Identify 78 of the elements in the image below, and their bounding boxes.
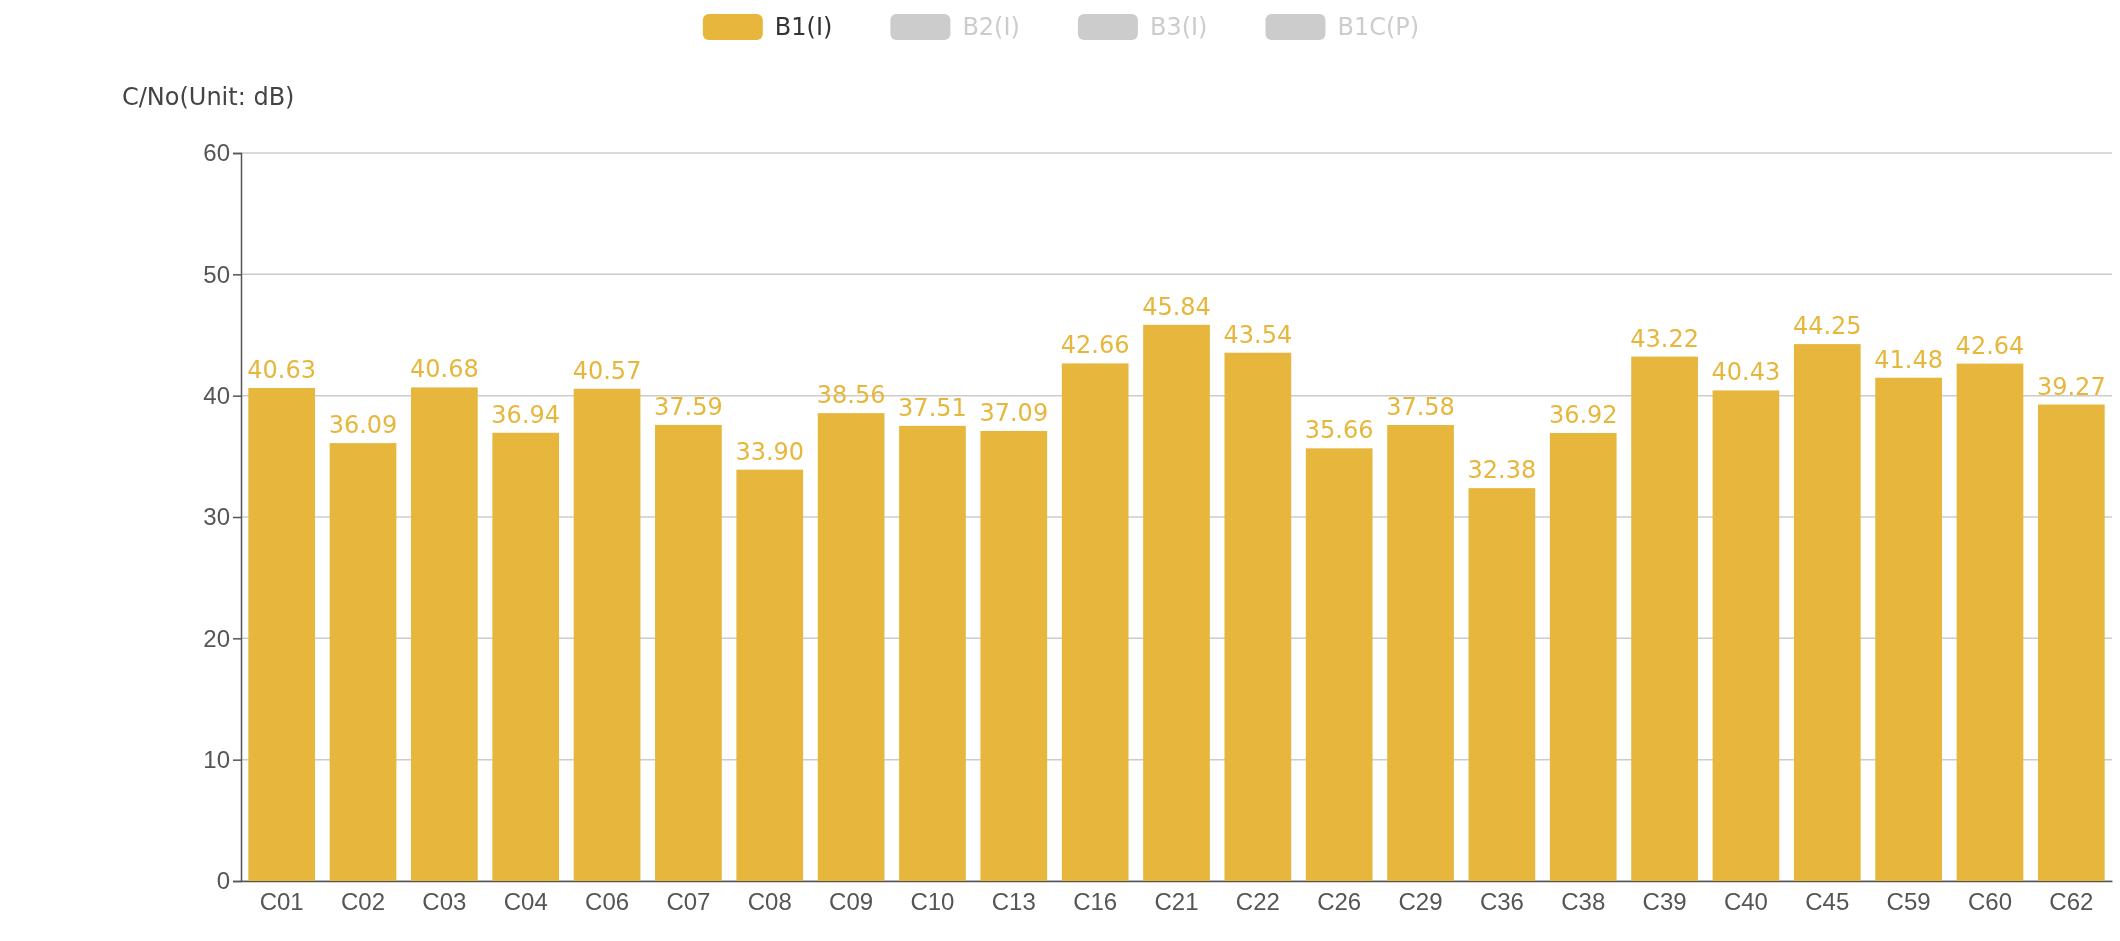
bar — [1712, 390, 1780, 881]
bar — [899, 425, 966, 881]
data-label: 36.94 — [491, 400, 561, 429]
x-tick-label: C29 — [1398, 888, 1443, 916]
x-tick-label: C02 — [341, 888, 386, 916]
x-tick-label: C36 — [1479, 888, 1524, 916]
y-tick-label: 10 — [203, 745, 230, 773]
bar — [492, 432, 560, 881]
data-label: 36.09 — [328, 411, 398, 440]
data-label: 40.68 — [410, 355, 479, 384]
x-tick-label: C03 — [422, 888, 467, 916]
bar — [1224, 352, 1292, 881]
data-label: 45.84 — [1142, 292, 1211, 321]
bar — [1956, 363, 2024, 881]
x-tick-label: C10 — [910, 888, 955, 916]
bar — [1061, 363, 1129, 881]
bar — [980, 430, 1048, 881]
data-label: 33.90 — [735, 437, 805, 466]
data-label: 40.63 — [247, 356, 317, 385]
bar — [1305, 448, 1373, 881]
bar — [573, 388, 641, 881]
x-tick-label: C16 — [1073, 888, 1118, 916]
x-tick-label: C60 — [1967, 888, 2012, 916]
x-tick-label: C07 — [666, 888, 711, 916]
bar — [655, 424, 722, 881]
bar — [1468, 488, 1536, 881]
y-axis-title: C/No(Unit: dB) — [122, 83, 295, 111]
data-label: 37.59 — [654, 392, 723, 421]
x-tick-label: C62 — [2049, 888, 2094, 916]
data-label: 32.38 — [1467, 456, 1537, 485]
data-label: 37.51 — [898, 393, 967, 422]
x-tick-label: C26 — [1317, 888, 1362, 916]
bar — [411, 387, 478, 881]
data-label: 39.27 — [2036, 372, 2106, 401]
x-tick-label: C22 — [1235, 888, 1280, 916]
bar — [329, 443, 397, 881]
y-tick-label: 40 — [203, 381, 230, 409]
x-tick-label: C59 — [1886, 888, 1931, 916]
bar — [1143, 324, 1210, 881]
y-tick-label: 0 — [216, 867, 230, 895]
x-tick-label: C08 — [747, 888, 792, 916]
bar — [1631, 356, 1698, 881]
x-tick-label: C45 — [1805, 888, 1850, 916]
x-tick-label: C38 — [1561, 888, 1606, 916]
data-label: 40.43 — [1711, 358, 1781, 387]
x-tick-label: C21 — [1154, 888, 1199, 916]
x-tick-label: C01 — [259, 888, 304, 916]
y-tick-label: 50 — [203, 260, 230, 288]
bar — [248, 388, 316, 881]
y-tick-label: 30 — [203, 503, 230, 531]
data-label: 37.09 — [979, 398, 1049, 427]
x-tick-label: C40 — [1723, 888, 1768, 916]
bar — [2037, 404, 2105, 881]
bar — [1549, 433, 1617, 881]
x-tick-label: C09 — [829, 888, 874, 916]
x-tick-label: C04 — [503, 888, 548, 916]
data-label: 43.22 — [1630, 324, 1699, 353]
y-tick-label: 60 — [203, 139, 230, 167]
data-label: 41.48 — [1874, 345, 1943, 374]
y-tick-label: 20 — [203, 624, 230, 652]
data-label: 40.57 — [572, 356, 642, 385]
data-label: 36.92 — [1548, 401, 1618, 430]
bar — [1875, 377, 1942, 881]
x-tick-label: C06 — [585, 888, 630, 916]
x-tick-label: C39 — [1642, 888, 1687, 916]
data-label: 42.64 — [1955, 331, 2025, 360]
legend-label: B1(I) — [774, 13, 833, 41]
data-label: 43.54 — [1223, 320, 1293, 349]
data-label: 42.66 — [1060, 331, 1130, 360]
data-label: 44.25 — [1792, 312, 1862, 341]
data-label: 38.56 — [816, 381, 886, 410]
data-label: 35.66 — [1304, 416, 1374, 445]
bar — [817, 413, 885, 881]
bar — [1387, 425, 1454, 881]
x-tick-label: C13 — [991, 888, 1036, 916]
data-label: 37.58 — [1386, 393, 1455, 422]
bar — [736, 469, 804, 881]
bar — [1793, 344, 1861, 881]
